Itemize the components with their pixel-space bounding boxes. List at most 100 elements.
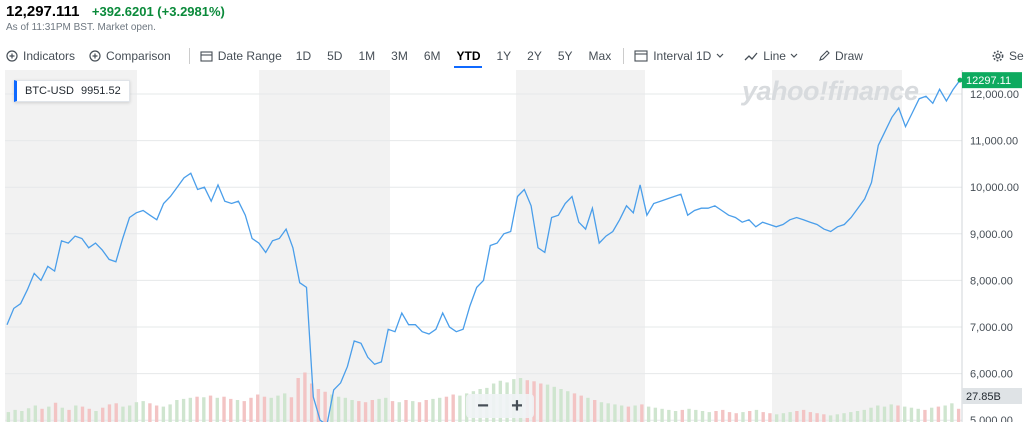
range-tabs: 1D 5D 1M 3M 6M YTD 1Y 2Y 5Y Max <box>288 49 619 68</box>
y-tick-label: 12,000.00 <box>970 89 1019 101</box>
volume-bar <box>721 409 725 422</box>
range-tab-1d[interactable]: 1D <box>295 49 312 63</box>
volume-bar <box>114 403 118 422</box>
range-tab-ytd[interactable]: YTD <box>448 49 488 68</box>
volume-bar <box>909 407 914 422</box>
volume-bar <box>646 406 651 422</box>
volume-bar <box>336 396 341 422</box>
comparison-button[interactable]: Comparison <box>89 49 171 63</box>
date-range-button[interactable]: Date Range <box>200 49 282 63</box>
volume-bar <box>404 400 408 422</box>
volume-bar <box>94 411 98 422</box>
line-chart-icon <box>744 52 758 61</box>
volume-bar <box>619 405 624 422</box>
volume-bar <box>417 402 422 422</box>
date-range-label: Date Range <box>217 49 282 63</box>
range-tab-1y[interactable]: 1Y <box>496 49 512 63</box>
volume-bar <box>269 397 273 422</box>
volume-bar <box>256 394 260 422</box>
volume-bar <box>363 402 368 422</box>
range-tab-2y[interactable]: 2Y <box>527 49 542 63</box>
y-tick-label: 7,000.00 <box>970 322 1013 334</box>
volume-label: 27.85B <box>966 391 1001 403</box>
indicators-button[interactable]: Indicators <box>6 49 75 63</box>
volume-bar <box>60 407 64 422</box>
volume-bar <box>653 407 658 422</box>
volume-bar <box>377 398 381 422</box>
price-chart[interactable]: 5,000.00 6,000.00 7,000.00 8,000.00 9,000.00… <box>0 70 1024 422</box>
volume-bar <box>734 413 738 422</box>
volume-bar <box>188 397 193 422</box>
volume-bar <box>956 408 961 422</box>
volume-bar <box>343 397 348 422</box>
zoom-out-button[interactable]: − <box>477 394 489 417</box>
y-tick-label: 5,000.00 <box>970 415 1013 422</box>
volume-bar <box>727 412 732 422</box>
volume-bar <box>208 395 213 422</box>
quote-header: 12,297.111 +392.6201 (+3.2981%) <box>6 3 225 21</box>
volume-bar <box>397 402 401 422</box>
volume-bar <box>296 378 300 422</box>
y-tick-label: 6,000.00 <box>970 369 1013 381</box>
volume-bar <box>458 395 462 422</box>
volume-bar <box>13 409 17 422</box>
volume-bar <box>572 393 577 422</box>
range-tab-5d[interactable]: 5D <box>327 49 343 63</box>
volume-bar <box>431 398 435 422</box>
volume-bar <box>33 405 38 422</box>
volume-bar <box>249 397 253 422</box>
calendar-icon <box>200 51 213 62</box>
volume-bar <box>289 397 294 422</box>
chart-type-label: Line <box>763 49 786 63</box>
settings-button[interactable]: Se <box>992 49 1024 63</box>
volume-bar <box>6 412 11 422</box>
zoom-in-button[interactable]: + <box>511 394 523 417</box>
volume-bar <box>714 411 718 422</box>
y-tick-label: 10,000.00 <box>970 182 1019 194</box>
volume-bar <box>754 409 759 422</box>
volume-bar <box>640 404 644 422</box>
volume-bar <box>889 404 893 422</box>
range-tab-6m[interactable]: 6M <box>423 49 441 63</box>
month-band <box>259 70 390 422</box>
volume-bar <box>47 406 51 422</box>
last-price-label: 12297.11 <box>966 75 1011 87</box>
range-tab-3m[interactable]: 3M <box>391 49 408 63</box>
volume-bar <box>593 400 597 422</box>
y-tick-label: 11,000.00 <box>970 136 1018 148</box>
volume-bar <box>916 408 920 422</box>
toolbar-divider <box>623 48 625 64</box>
draw-button[interactable]: Draw <box>818 49 863 63</box>
volume-bar <box>242 401 246 422</box>
volume-bar <box>262 396 267 422</box>
current-price: 12,297.111 <box>6 3 80 20</box>
volume-bar <box>438 397 442 422</box>
volume-bar <box>316 389 321 422</box>
volume-bar <box>107 404 112 422</box>
volume-bar <box>80 406 85 422</box>
volume-bar <box>357 401 361 422</box>
range-tab-5y[interactable]: 5Y <box>557 49 573 63</box>
volume-bar <box>451 394 455 422</box>
chart-type-button[interactable]: Line <box>744 49 804 63</box>
range-tab-max[interactable]: Max <box>588 49 612 63</box>
toolbar-divider <box>188 48 190 64</box>
volume-bar <box>323 391 327 422</box>
volume-bar <box>532 381 536 422</box>
yahoo-finance-watermark: yahoo!finance <box>742 76 919 106</box>
month-band <box>516 70 645 422</box>
volume-bar <box>215 397 219 422</box>
volume-bar <box>849 412 853 422</box>
volume-bar <box>781 413 786 422</box>
volume-bar <box>350 400 354 422</box>
series-legend[interactable]: BTC-USD 9951.52 <box>14 80 130 102</box>
volume-bar <box>950 403 954 422</box>
volume-bar <box>929 407 934 422</box>
interval-button[interactable]: Interval 1D <box>634 49 730 63</box>
range-tab-1m[interactable]: 1M <box>358 49 376 63</box>
volume-bar <box>579 395 583 422</box>
last-price-dot <box>957 77 963 83</box>
volume-bar <box>842 413 846 422</box>
volume-bar <box>869 407 873 422</box>
volume-bar <box>53 402 58 422</box>
